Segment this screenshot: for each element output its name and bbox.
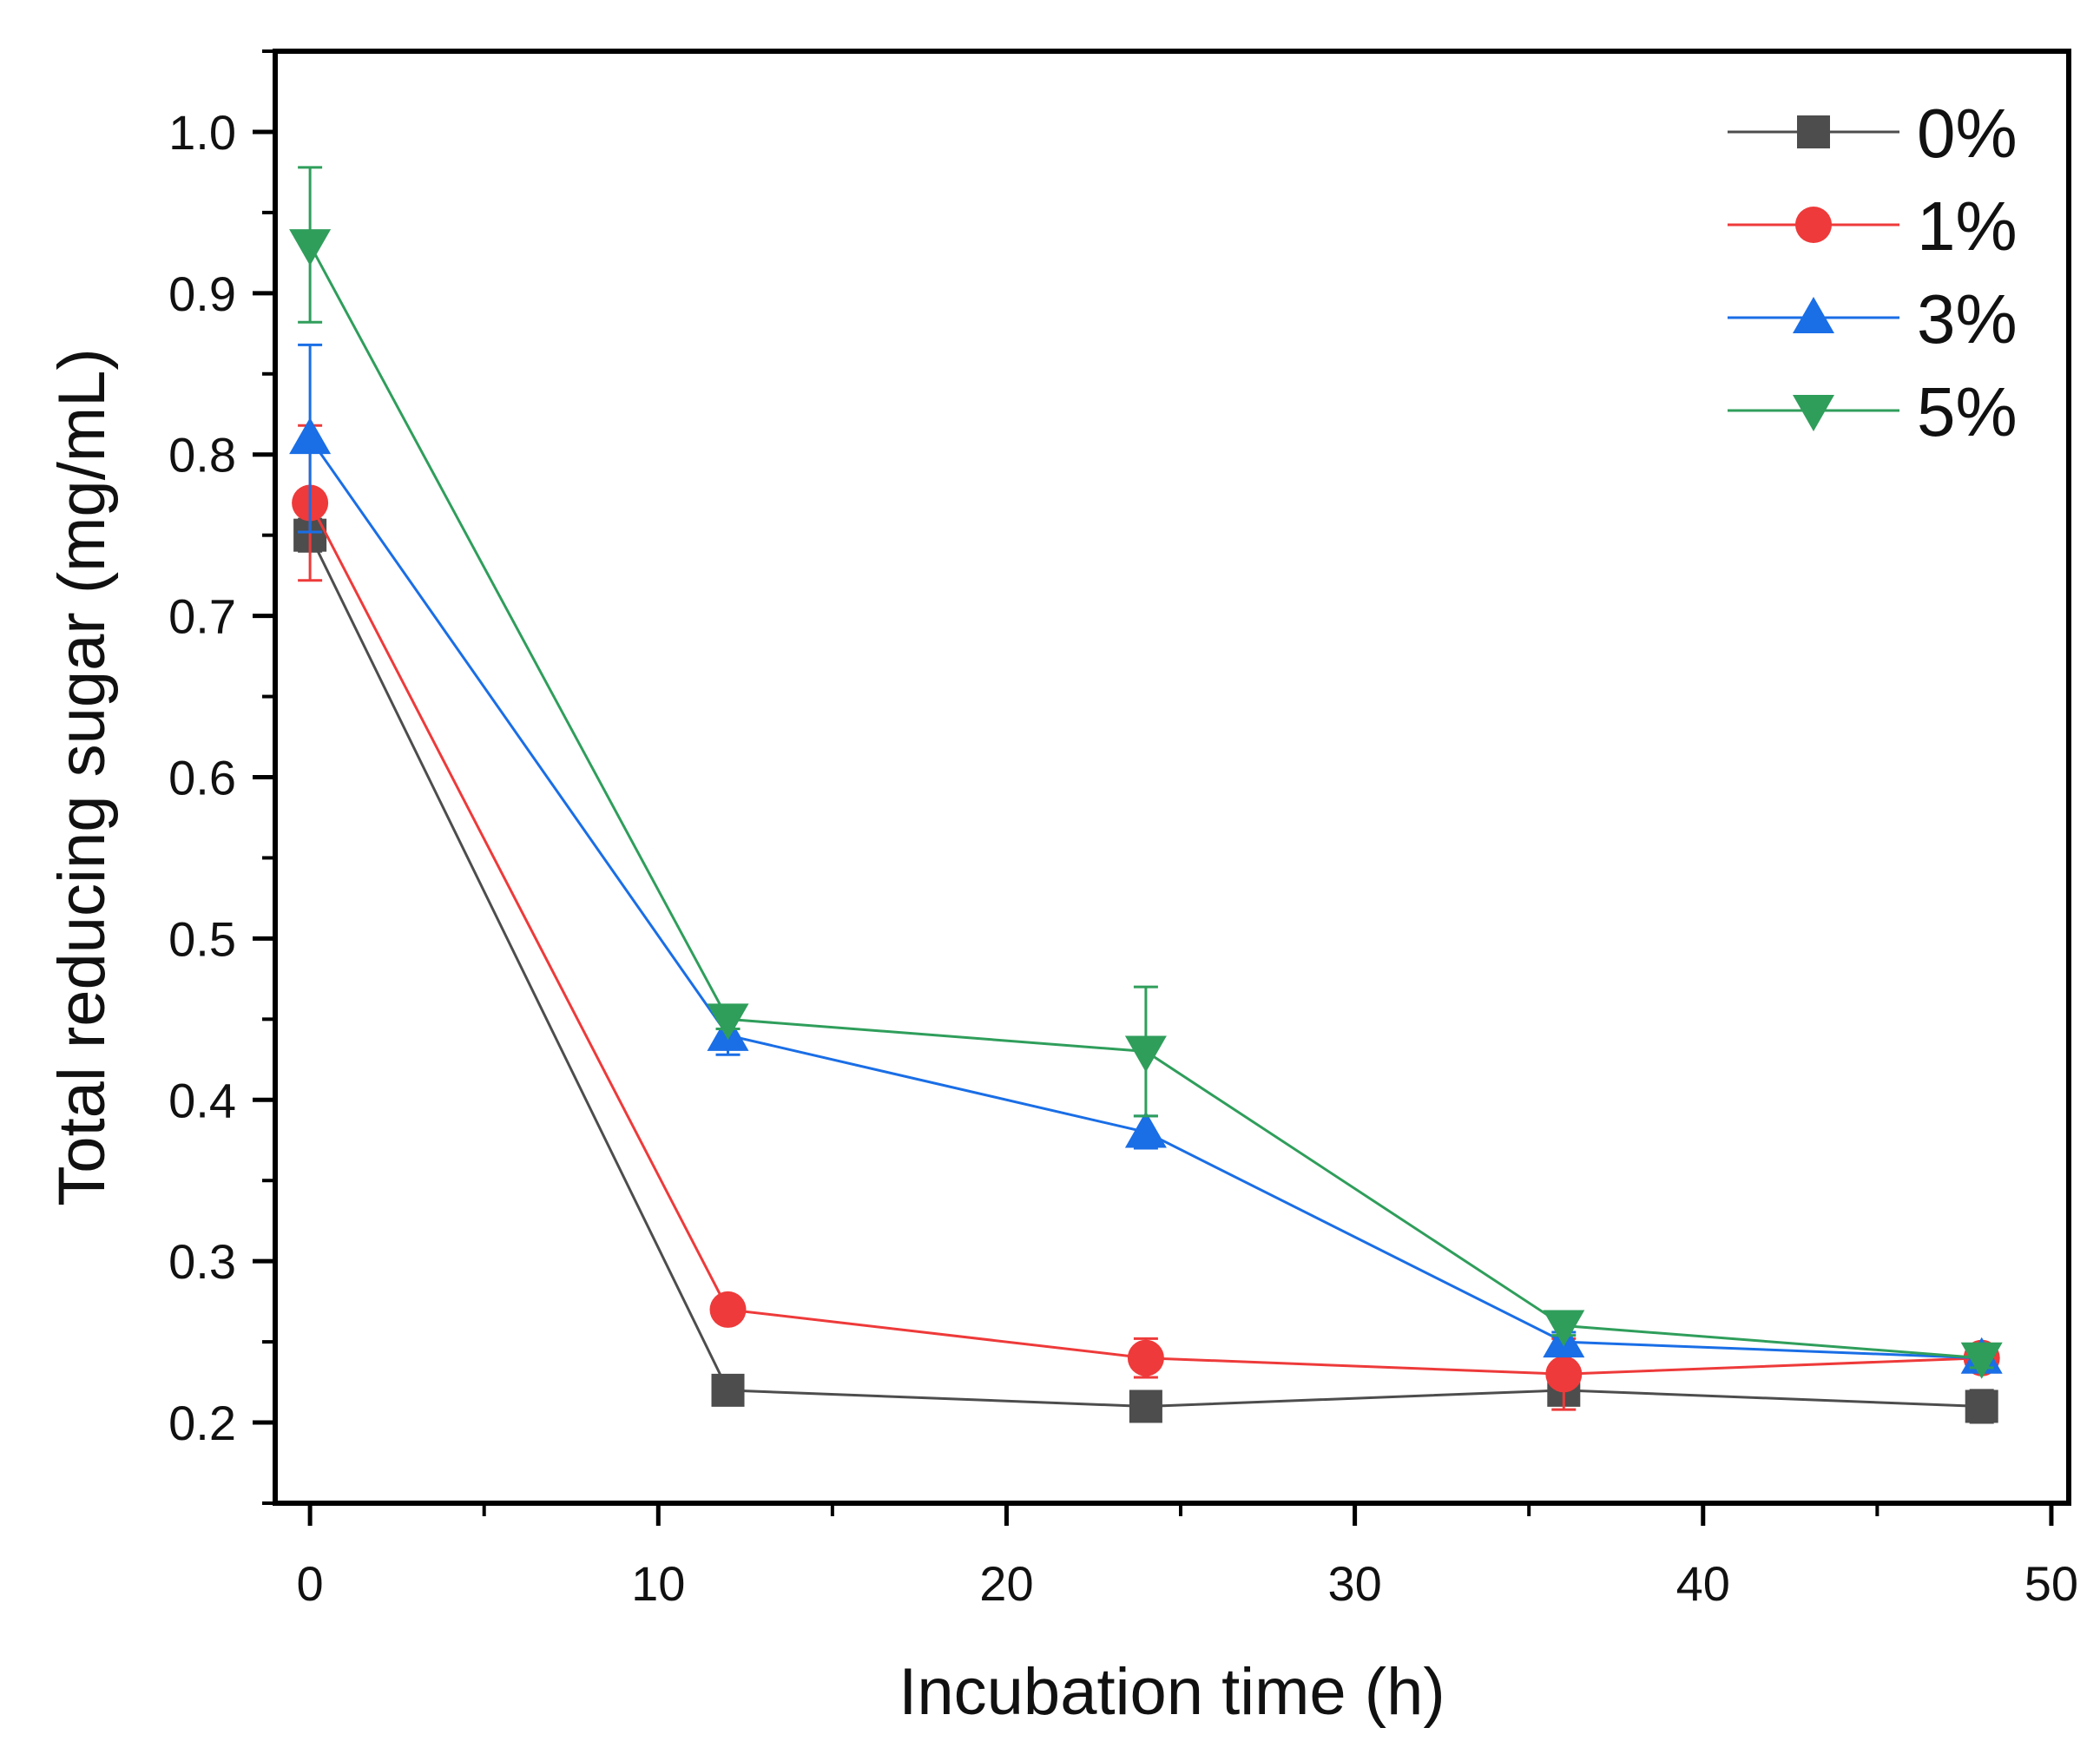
series-2: [289, 343, 2003, 1374]
y-tick-label: 0.2: [168, 1396, 236, 1450]
series-3: [289, 166, 2003, 1379]
x-tick-label: 40: [1676, 1556, 1730, 1611]
legend-marker: [1793, 297, 1834, 333]
y-tick-label: 1.0: [168, 105, 236, 160]
x-tick-label: 0: [297, 1556, 324, 1611]
x-tick-label: 10: [631, 1556, 685, 1611]
x-axis-title: Incubation time (h): [899, 1655, 1445, 1729]
y-tick-label: 0.3: [168, 1234, 236, 1289]
y-axis: 0.2 0.3 0.4 0.5 0.6 0.7 0.8 0.9 1.0: [168, 105, 275, 1450]
data-point: [707, 1003, 749, 1041]
data-point: [1960, 1342, 2003, 1379]
data-point: [1124, 1111, 1167, 1148]
data-point: [709, 1291, 747, 1328]
legend-entry: 3%: [1728, 280, 2018, 358]
y-axis-title: Total reducing sugar (mg/mL): [45, 348, 119, 1206]
y-tick-label: 0.4: [168, 1073, 236, 1127]
series-line: [308, 535, 1982, 1408]
series-line: [308, 502, 1982, 1376]
legend-entry: 5%: [1728, 373, 2018, 450]
data-point: [289, 229, 332, 266]
data-point: [1129, 1390, 1162, 1423]
data-point: [1127, 1339, 1164, 1376]
legend-marker: [1797, 115, 1830, 148]
data-point: [1965, 1390, 1998, 1423]
series-0: [293, 517, 1998, 1424]
legend-marker: [1793, 395, 1834, 431]
series-line: [308, 437, 1982, 1360]
legend-label: 3%: [1917, 280, 2018, 358]
y-tick-label: 0.5: [168, 911, 236, 966]
y-tick-label: 0.9: [168, 266, 236, 321]
legend-entry: 1%: [1728, 187, 2018, 265]
legend-entry: 0%: [1728, 95, 2018, 172]
minor-ticks: [262, 49, 1879, 1516]
data-point: [1545, 1356, 1583, 1393]
y-tick-label: 0.7: [168, 589, 236, 644]
x-axis: 0 10 20 30 40 50: [297, 1503, 2078, 1611]
legend-label: 5%: [1917, 373, 2018, 450]
y-tick-label: 0.6: [168, 751, 236, 805]
y-tick-label: 0.8: [168, 428, 236, 483]
legend: 0% 1% 3% 5%: [1728, 95, 2018, 450]
x-tick-label: 50: [2024, 1556, 2078, 1611]
series-layer: [289, 166, 2003, 1424]
x-tick-label: 30: [1327, 1556, 1381, 1611]
x-tick-label: 20: [979, 1556, 1033, 1611]
data-point: [289, 417, 332, 455]
data-point: [1124, 1035, 1167, 1073]
legend-marker: [1795, 207, 1832, 243]
data-point: [1543, 1310, 1585, 1347]
series-1: [292, 424, 2000, 1411]
plot-frame: [273, 49, 2071, 1506]
legend-label: 1%: [1917, 187, 2018, 265]
data-point: [711, 1373, 745, 1407]
legend-label: 0%: [1917, 95, 2018, 172]
